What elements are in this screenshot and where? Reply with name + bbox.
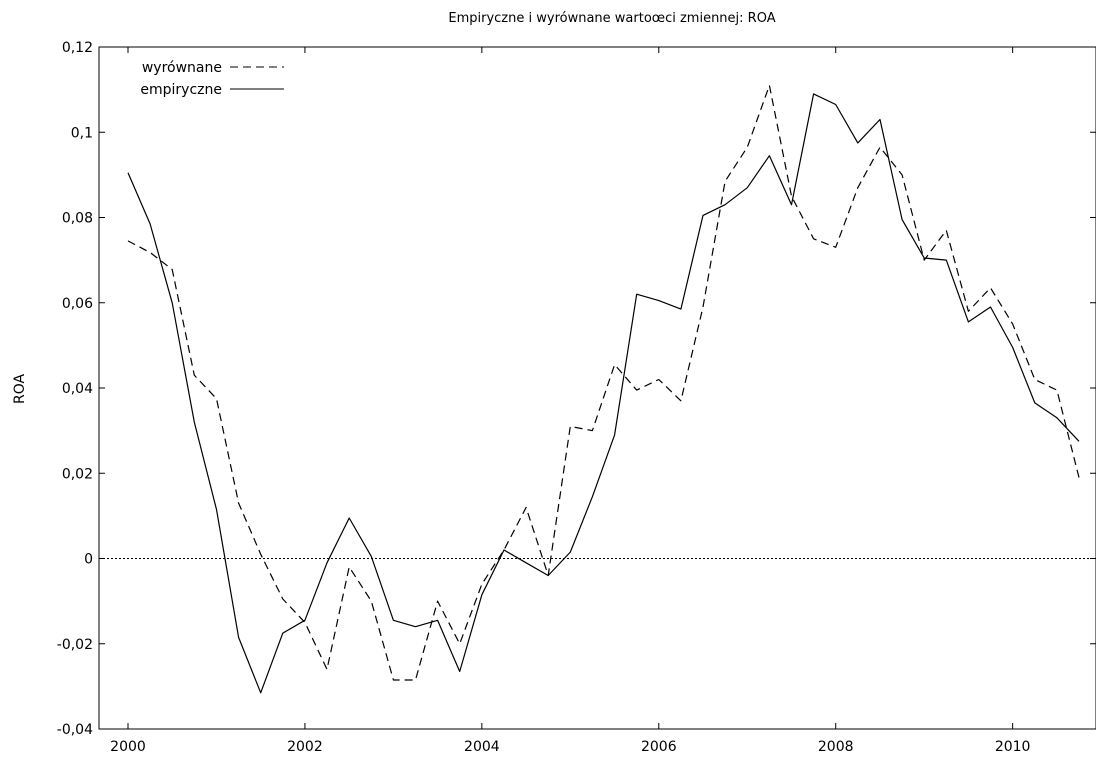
legend-label-empiryczne: empiryczne [140, 82, 222, 98]
y-tick-label: 0,04 [62, 381, 93, 397]
y-tick-label: -0,02 [57, 637, 93, 653]
legend: wyrównane empiryczne [140, 60, 284, 98]
axis-ticks: -0,04 -0,02 0 0,02 0,04 0,06 0,08 0,1 0,12 2000 20… [57, 40, 1096, 755]
y-tick-label: 0,06 [62, 296, 93, 312]
y-tick-label: 0 [84, 552, 93, 568]
x-tick-label: 2004 [464, 739, 500, 755]
y-tick-label: 0,12 [62, 40, 93, 56]
x-tick-label: 2000 [110, 739, 146, 755]
x-tick-label: 2010 [995, 739, 1031, 755]
legend-label-wyrownane: wyrównane [142, 60, 222, 76]
plot-frame [98, 46, 1096, 730]
y-tick-label: 0,08 [62, 211, 93, 227]
y-tick-label: -0,04 [57, 722, 93, 738]
series-line-wyrownane [127, 84, 1080, 681]
y-tick-label: 0,1 [71, 125, 93, 141]
x-tick-label: 2008 [818, 739, 854, 755]
y-tick-label: 0,02 [62, 466, 93, 482]
chart-title: Empiryczne i wyrównane wartoœci zmiennej… [448, 11, 775, 26]
y-axis-label: ROA [12, 374, 28, 405]
x-tick-label: 2002 [287, 739, 323, 755]
series-lines [127, 84, 1080, 694]
x-tick-label: 2006 [641, 739, 677, 755]
series-line-empiryczne [127, 93, 1080, 694]
